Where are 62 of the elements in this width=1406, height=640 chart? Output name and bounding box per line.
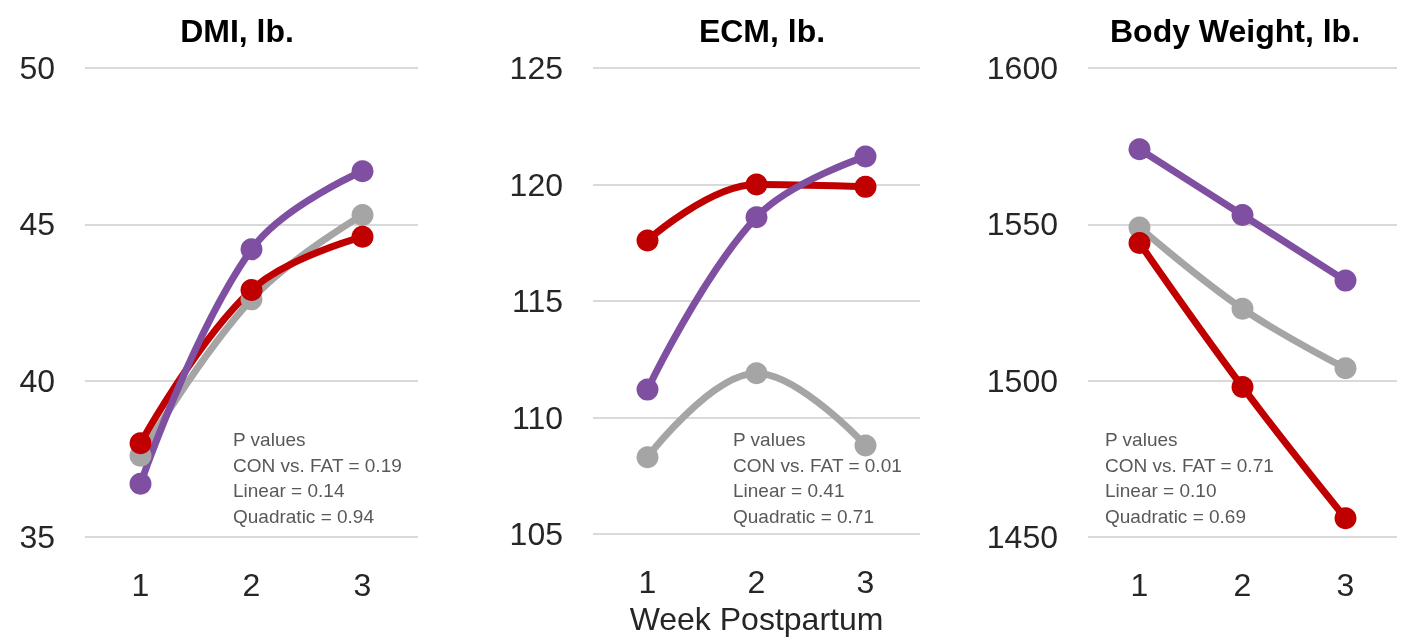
annotation: P values: [233, 429, 306, 450]
point: [854, 175, 877, 198]
x-tick-label: 1: [131, 567, 150, 603]
y-tick-label: 1450: [986, 519, 1058, 555]
point: [1231, 203, 1254, 226]
point: [351, 225, 374, 248]
point: [636, 378, 659, 401]
annotation: Linear = 0.14: [233, 480, 345, 501]
y-tick-label: 125: [509, 50, 563, 86]
x-tick-label: 2: [242, 567, 261, 603]
y-tick-label: 35: [19, 519, 55, 555]
chart-title: Body Weight, lb.: [1109, 13, 1361, 49]
annotation: CON vs. FAT = 0.01: [733, 454, 902, 476]
x-tick-label: 1: [638, 564, 657, 601]
annotation: CON vs. FAT = 0.71: [1105, 454, 1274, 476]
x-tick-label: 3: [353, 567, 372, 603]
annotation: Linear = 0.10: [1105, 480, 1217, 501]
annotation: Linear = 0.41: [733, 480, 845, 501]
x-tick-label: 3: [1336, 567, 1355, 603]
point: [745, 362, 768, 385]
point: [854, 145, 877, 168]
y-tick-label: 1600: [986, 50, 1058, 86]
point: [1128, 138, 1151, 161]
point: [1128, 232, 1151, 255]
chart-title: ECM, lb.: [698, 13, 826, 49]
annotation: CON vs. FAT = 0.19: [233, 454, 402, 476]
y-tick-label: 105: [509, 516, 563, 553]
annotation: P values: [1105, 429, 1178, 450]
y-tick-label: 110: [511, 399, 563, 436]
point: [636, 446, 659, 469]
point: [1231, 297, 1254, 320]
x-tick-label: 2: [1233, 567, 1252, 603]
y-tick-label: 1550: [986, 206, 1058, 243]
point: [240, 279, 263, 301]
point: [351, 160, 374, 183]
x-tick-label: 2: [747, 564, 766, 601]
y-tick-label: 1500: [986, 362, 1058, 399]
point: [129, 432, 152, 455]
annotation: Quadratic = 0.71: [733, 505, 875, 527]
point: [636, 229, 659, 252]
point: [129, 472, 152, 495]
y-tick-label: 120: [509, 166, 563, 203]
point: [745, 173, 768, 196]
chart-title: DMI, lb.: [180, 13, 294, 49]
x-tick-label: 1: [1130, 567, 1149, 603]
y-tick-label: 45: [19, 206, 55, 243]
x-axis-title: Week Postpartum: [629, 601, 884, 637]
y-tick-label: 115: [511, 283, 563, 320]
point: [1231, 375, 1254, 398]
annotation: Quadratic = 0.94: [233, 505, 375, 527]
y-tick-label: 40: [19, 362, 55, 399]
point: [240, 238, 263, 261]
annotation: Quadratic = 0.69: [1105, 505, 1247, 527]
x-tick-label: 3: [856, 564, 875, 601]
y-tick-label: 50: [19, 50, 55, 86]
point: [745, 206, 768, 229]
point: [854, 434, 877, 457]
point: [1334, 269, 1357, 292]
point: [1334, 507, 1357, 530]
point: [1334, 357, 1357, 380]
annotation: P values: [733, 429, 806, 450]
point: [351, 203, 374, 226]
